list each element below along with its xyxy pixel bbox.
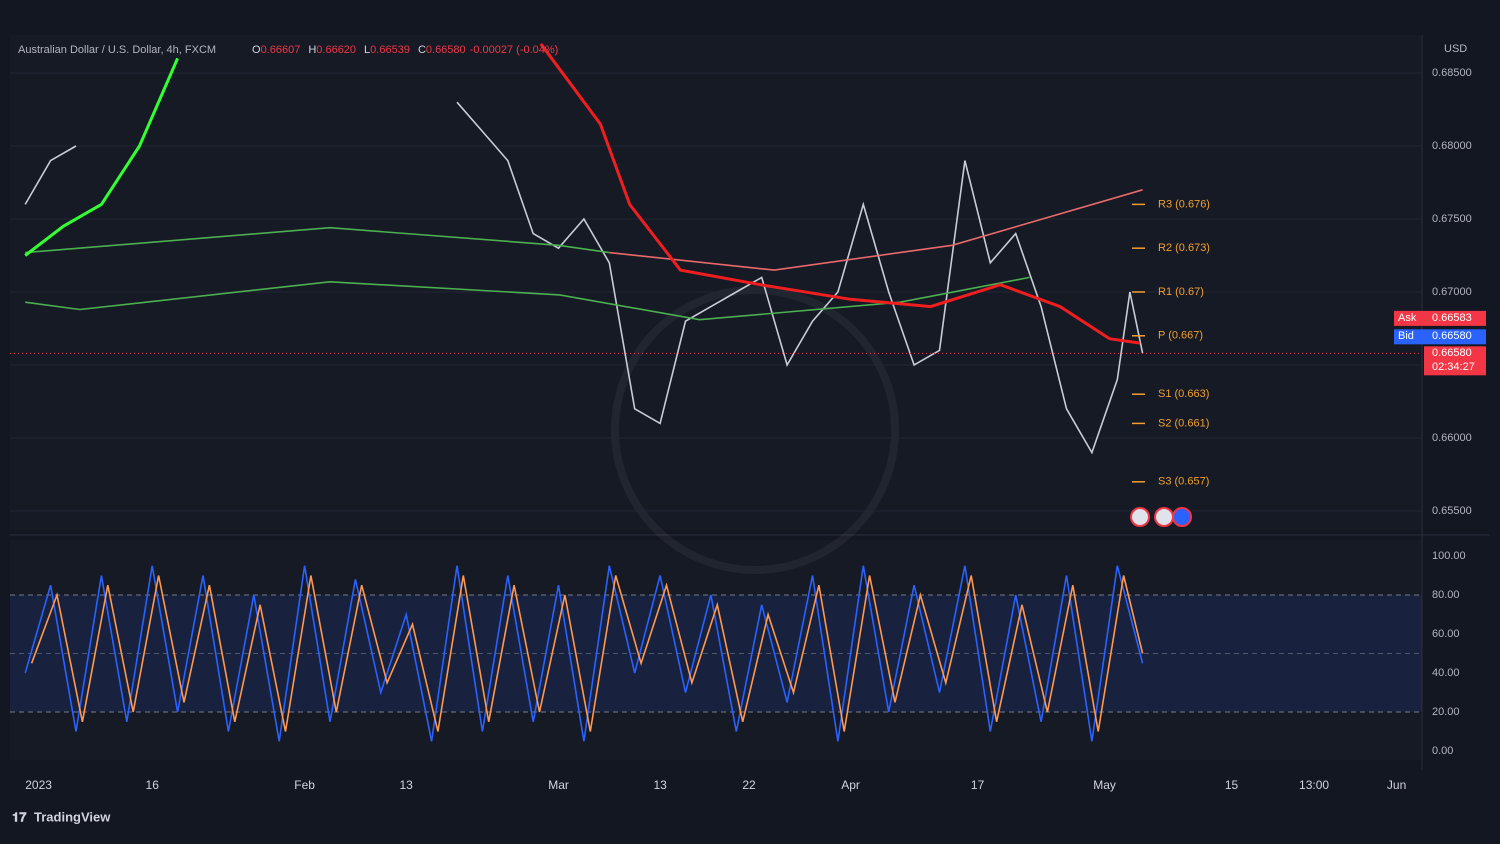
y-tick-label: 60.00 bbox=[1432, 628, 1460, 640]
watermark bbox=[611, 286, 899, 574]
x-tick-label: 22 bbox=[742, 778, 756, 792]
ohlc-value: 0.66607 bbox=[261, 44, 301, 56]
price-pane bbox=[10, 35, 1422, 530]
last-price-box bbox=[1424, 346, 1486, 376]
pivot-label: P (0.667) bbox=[1158, 330, 1203, 342]
pivot-label: S1 (0.663) bbox=[1158, 388, 1209, 400]
y-tick-label: 0.68500 bbox=[1432, 67, 1472, 79]
event-icons bbox=[1130, 507, 1192, 527]
event-icon bbox=[1130, 507, 1150, 527]
series-line bbox=[24, 565, 1144, 742]
x-tick-label: May bbox=[1093, 778, 1116, 792]
countdown: 02:34:27 bbox=[1432, 361, 1475, 373]
series-line bbox=[609, 189, 1143, 271]
y-tick-label: 0.00 bbox=[1432, 745, 1453, 757]
event-icon bbox=[1154, 507, 1174, 527]
last-price: 0.66580 bbox=[1432, 347, 1472, 359]
y-tick-label: 0.65500 bbox=[1432, 505, 1472, 517]
price-tag-name: Bid bbox=[1398, 330, 1414, 342]
series-line bbox=[25, 226, 610, 254]
x-tick-label: Feb bbox=[294, 778, 315, 792]
x-tick-label: 17 bbox=[971, 778, 985, 792]
pivot-label: R2 (0.673) bbox=[1158, 242, 1210, 254]
y-tick-label: 0.66000 bbox=[1432, 432, 1472, 444]
brand: TradingView bbox=[34, 809, 111, 824]
price-tag-value: 0.66583 bbox=[1432, 312, 1472, 324]
ohlc-value: 0.66539 bbox=[370, 44, 410, 56]
pivot-label: S2 (0.661) bbox=[1158, 417, 1209, 429]
y-tick-label: 100.00 bbox=[1432, 550, 1466, 562]
series-line bbox=[30, 575, 1144, 732]
brand-logo: 𝟏𝟕 bbox=[12, 809, 27, 824]
pivot-label: S3 (0.657) bbox=[1158, 476, 1209, 488]
y-tick-label: 0.67000 bbox=[1432, 286, 1472, 298]
price-tag bbox=[1394, 310, 1486, 326]
ohlc: O0.66607 H0.66620 L0.66539 C0.66580 -0.00027… bbox=[252, 44, 558, 56]
x-tick-label: Mar bbox=[548, 778, 569, 792]
ohlc-key: H bbox=[308, 44, 316, 56]
change: -0.00027 (-0.04%) bbox=[470, 44, 559, 56]
series-line bbox=[539, 42, 1141, 345]
pivot-label: R3 (0.676) bbox=[1158, 198, 1210, 210]
series-line bbox=[24, 101, 1144, 455]
ohlc-key: O bbox=[252, 44, 261, 56]
y-tick-label: 20.00 bbox=[1432, 706, 1460, 718]
ohlc-key: C bbox=[418, 44, 426, 56]
series-line bbox=[24, 57, 179, 257]
ohlc-value: 0.66580 bbox=[426, 44, 466, 56]
price-tag-value: 0.66580 bbox=[1432, 330, 1472, 342]
x-tick-label: 2023 bbox=[25, 778, 52, 792]
x-tick-label: 16 bbox=[146, 778, 160, 792]
y-tick-label: 0.68000 bbox=[1432, 140, 1472, 152]
x-tick-label: 13:00 bbox=[1299, 778, 1329, 792]
event-icon bbox=[1172, 507, 1192, 527]
y-tick-label: 0.67500 bbox=[1432, 213, 1472, 225]
ohlc-value: 0.66620 bbox=[316, 44, 356, 56]
pivot-label: R1 (0.67) bbox=[1158, 286, 1204, 298]
oscillator-pane bbox=[10, 540, 1422, 760]
price-tag-name: Ask bbox=[1398, 312, 1417, 324]
x-tick-label: Jun bbox=[1387, 778, 1406, 792]
series-line bbox=[25, 276, 1030, 321]
price-tag bbox=[1394, 329, 1486, 345]
x-tick-label: 13 bbox=[399, 778, 413, 792]
x-tick-label: 15 bbox=[1225, 778, 1239, 792]
x-tick-label: Apr bbox=[841, 778, 860, 792]
ohlc-key: L bbox=[364, 44, 370, 56]
y-tick-label: 40.00 bbox=[1432, 667, 1460, 679]
y-tick-label: 80.00 bbox=[1432, 589, 1460, 601]
chart-title: Australian Dollar / U.S. Dollar, 4h, FXC… bbox=[18, 44, 216, 56]
x-tick-label: 13 bbox=[653, 778, 667, 792]
currency: USD bbox=[1444, 43, 1467, 55]
